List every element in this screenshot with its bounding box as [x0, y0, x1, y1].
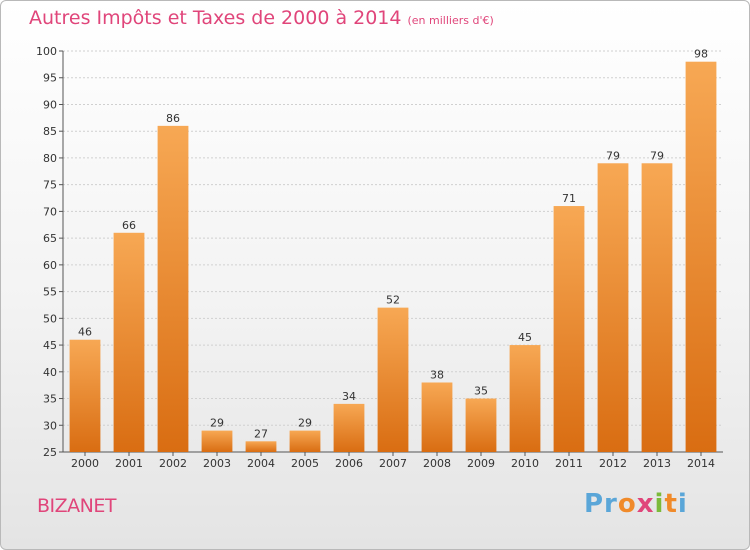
bar: [553, 206, 585, 452]
x-tick-label: 2005: [291, 457, 319, 470]
y-tick-label: 100: [36, 45, 57, 58]
bar-value-label: 34: [342, 390, 356, 403]
y-tick-label: 45: [43, 339, 57, 352]
x-tick-label: 2011: [555, 457, 583, 470]
bar: [157, 125, 189, 452]
x-tick-label: 2012: [599, 457, 627, 470]
bar: [333, 403, 365, 452]
bar-value-label: 79: [650, 149, 664, 162]
labels: 25 30 35 40 45 50 55 60 65 70 75 80 85 90 95 100 46 2000 6…: [36, 45, 715, 470]
x-tick-label: 2006: [335, 457, 363, 470]
bar-value-label: 38: [430, 368, 444, 381]
bar-value-label: 66: [122, 219, 136, 232]
y-tick-label: 95: [43, 72, 57, 85]
bar-value-label: 86: [166, 112, 180, 125]
y-tick-label: 90: [43, 98, 57, 111]
y-tick-label: 50: [43, 312, 57, 325]
bar: [245, 441, 277, 452]
bar: [597, 163, 629, 452]
x-tick-label: 2008: [423, 457, 451, 470]
bar: [113, 232, 145, 452]
bar: [641, 163, 673, 452]
x-tick-label: 2013: [643, 457, 671, 470]
bar-value-label: 98: [694, 48, 708, 61]
proxiti-logo[interactable]: Proxiti: [584, 489, 688, 519]
y-tick-label: 60: [43, 259, 57, 272]
y-tick-label: 65: [43, 232, 57, 245]
chart-title: Autres Impôts et Taxes de 2000 à 2014 (en…: [29, 7, 494, 29]
bar-value-label: 52: [386, 294, 400, 307]
commune-name: BIZANET: [37, 495, 116, 517]
bar-value-label: 45: [518, 331, 532, 344]
x-tick-label: 2007: [379, 457, 407, 470]
bar: [69, 339, 101, 452]
x-tick-label: 2002: [159, 457, 187, 470]
x-tick-label: 2014: [687, 457, 715, 470]
y-tick-label: 80: [43, 152, 57, 165]
bars: [69, 61, 717, 453]
bar-value-label: 79: [606, 149, 620, 162]
x-tick-label: 2004: [247, 457, 275, 470]
y-tick-label: 75: [43, 179, 57, 192]
y-tick-label: 40: [43, 366, 57, 379]
y-tick-label: 85: [43, 125, 57, 138]
bar: [289, 430, 321, 452]
bar-value-label: 35: [474, 385, 488, 398]
x-tick-label: 2001: [115, 457, 143, 470]
bar-value-label: 29: [210, 417, 224, 430]
bar-value-label: 71: [562, 192, 576, 205]
y-tick-label: 35: [43, 393, 57, 406]
bar: [421, 382, 453, 452]
x-tick-label: 2009: [467, 457, 495, 470]
bar: [201, 430, 233, 452]
y-tick-label: 55: [43, 286, 57, 299]
bar: [377, 307, 409, 452]
chart-title-text: Autres Impôts et Taxes de 2000 à 2014: [29, 7, 402, 29]
x-tick-label: 2000: [71, 457, 99, 470]
x-tick-label: 2010: [511, 457, 539, 470]
bar: [465, 398, 497, 452]
y-tick-label: 70: [43, 205, 57, 218]
x-tick-label: 2003: [203, 457, 231, 470]
bar: [685, 61, 717, 453]
bar-value-label: 27: [254, 427, 268, 440]
y-tick-label: 30: [43, 419, 57, 432]
y-tick-label: 25: [43, 446, 57, 459]
chart-subtitle: (en milliers d'€): [407, 14, 494, 27]
bar-value-label: 46: [78, 326, 92, 339]
bar-value-label: 29: [298, 417, 312, 430]
bar: [509, 345, 541, 452]
